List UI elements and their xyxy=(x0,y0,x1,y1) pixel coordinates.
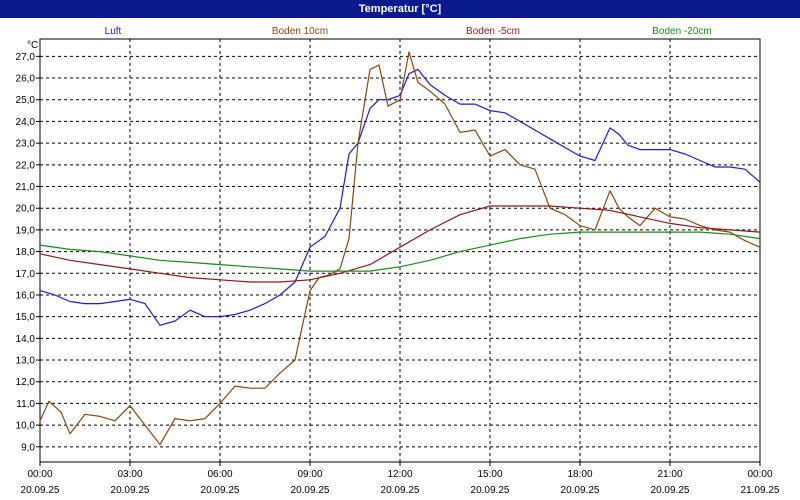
x-tick-date-label: 20.09.25 xyxy=(381,485,420,496)
legend: Luft Boden 10cm Boden -5cm Boden -20cm xyxy=(105,26,712,37)
chart-title: Temperatur [°C] xyxy=(0,0,800,18)
x-tick-time-label: 06:00 xyxy=(207,469,232,480)
x-tick-date-label: 20.09.25 xyxy=(561,485,600,496)
y-tick-label: 10,0 xyxy=(16,421,36,432)
legend-entry: Boden -20cm xyxy=(652,26,711,37)
series-lines xyxy=(39,51,761,446)
y-tick-label: 12,0 xyxy=(16,377,36,388)
y-tick-label: 26,0 xyxy=(16,74,36,85)
y-tick-label: 13,0 xyxy=(16,356,36,367)
y-tick-label: 9,0 xyxy=(21,442,35,453)
x-tick-date-label: 20.09.25 xyxy=(291,485,330,496)
y-tick-label: 14,0 xyxy=(16,334,36,345)
x-tick-time-label: 21:00 xyxy=(657,469,682,480)
grid-lines xyxy=(40,39,760,462)
y-tick-label: 24,0 xyxy=(16,117,36,128)
y-tick-label: 20,0 xyxy=(16,204,36,215)
x-tick-time-label: 18:00 xyxy=(567,469,592,480)
y-axis-ticks: 9,0 10,0 11,0 12,0 13,0 14,0 15,0 16,0 17,0 18,0 1… xyxy=(16,52,40,453)
y-tick-label: 27,0 xyxy=(16,52,36,63)
x-tick-date-label: 20.09.25 xyxy=(111,485,150,496)
y-tick-label: 18,0 xyxy=(16,247,36,258)
series-line-luft xyxy=(39,68,761,326)
series-line-boden-20cm xyxy=(39,231,761,272)
series-line-boden-5cm xyxy=(39,205,761,283)
x-axis-ticks: 00:00 20.09.25 03:00 20.09.25 06:00 20.09.25 0… xyxy=(21,462,780,496)
x-tick-time-label: 00:00 xyxy=(747,469,772,480)
series-line-boden-10cm xyxy=(39,51,761,446)
x-tick-time-label: 09:00 xyxy=(297,469,322,480)
x-tick-time-label: 15:00 xyxy=(477,469,502,480)
legend-entry: Luft xyxy=(105,26,122,37)
y-tick-label: 15,0 xyxy=(16,312,36,323)
x-tick-time-label: 12:00 xyxy=(387,469,412,480)
x-tick-date-label: 21.09.25 xyxy=(741,485,780,496)
x-tick-date-label: 20.09.25 xyxy=(21,485,60,496)
x-tick-time-label: 03:00 xyxy=(117,469,142,480)
y-tick-label: 19,0 xyxy=(16,225,36,236)
x-tick-date-label: 20.09.25 xyxy=(651,485,690,496)
y-axis-unit-label: °C xyxy=(27,40,38,51)
y-tick-label: 22,0 xyxy=(16,160,36,171)
y-tick-label: 25,0 xyxy=(16,95,36,106)
y-tick-label: 23,0 xyxy=(16,139,36,150)
legend-entry: Boden -5cm xyxy=(466,26,520,37)
y-tick-label: 17,0 xyxy=(16,269,36,280)
legend-entry: Boden 10cm xyxy=(272,26,328,37)
y-tick-label: 21,0 xyxy=(16,182,36,193)
y-tick-label: 16,0 xyxy=(16,290,36,301)
x-tick-time-label: 00:00 xyxy=(27,469,52,480)
x-tick-date-label: 20.09.25 xyxy=(201,485,240,496)
x-tick-date-label: 20.09.25 xyxy=(471,485,510,496)
y-tick-label: 11,0 xyxy=(16,399,35,410)
